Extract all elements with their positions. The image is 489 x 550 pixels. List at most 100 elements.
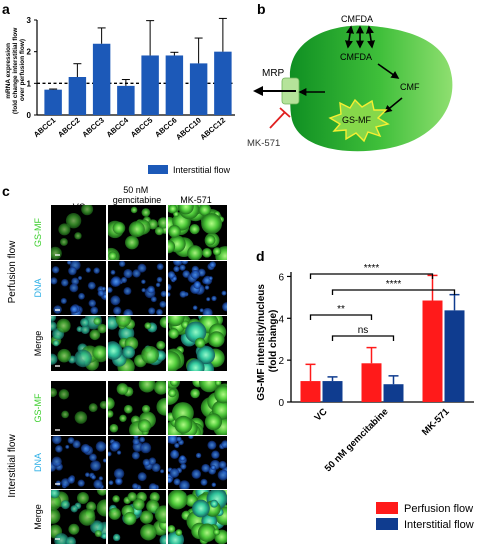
panel-d-chart: GS-MF intensity/nucleus (fold change) 0 2… bbox=[256, 263, 474, 531]
micrograph-cell bbox=[149, 492, 160, 503]
panel-d-significance: ** ns **** **** bbox=[309, 263, 456, 341]
panel-a-legend-swatch bbox=[148, 165, 168, 174]
gsmf-starburst bbox=[328, 98, 390, 143]
micrograph-tile bbox=[108, 436, 166, 489]
micrograph-cell bbox=[65, 536, 77, 544]
micrograph-cell bbox=[57, 348, 72, 363]
micrograph-cell bbox=[51, 508, 61, 524]
panel-c-grid bbox=[51, 205, 227, 544]
micrograph-cell bbox=[108, 251, 118, 260]
micrograph-cell bbox=[131, 451, 140, 460]
micrograph-cell bbox=[141, 404, 151, 414]
micrograph-cell bbox=[137, 263, 147, 273]
micrograph-cell bbox=[137, 419, 152, 433]
micrograph-cell bbox=[185, 321, 207, 343]
micrograph-tile bbox=[168, 436, 227, 489]
micrograph-cell bbox=[128, 221, 145, 238]
micrograph-cell bbox=[51, 387, 58, 398]
panel-d-xtick-label: MK-571 bbox=[420, 406, 452, 438]
micrograph-cell bbox=[211, 482, 217, 488]
micrograph-cell bbox=[168, 271, 176, 279]
micrograph-cell bbox=[74, 232, 82, 240]
micrograph-cell bbox=[179, 290, 187, 298]
cmf-label: CMF bbox=[400, 82, 420, 92]
micrograph-cell bbox=[196, 345, 216, 365]
micrograph-cell bbox=[70, 505, 78, 513]
micrograph-cell bbox=[148, 483, 158, 489]
micrograph-tile bbox=[51, 261, 106, 315]
micrograph-cell bbox=[168, 316, 185, 327]
micrograph-cell bbox=[204, 413, 223, 431]
micrograph-cell bbox=[151, 463, 161, 473]
micrograph-cell bbox=[202, 247, 212, 258]
micrograph-cell bbox=[168, 224, 181, 238]
micrograph-cell bbox=[156, 397, 166, 416]
micrograph-cell bbox=[108, 507, 121, 520]
micrograph-cell bbox=[208, 331, 225, 348]
panel-a-xtick-label: ABCC1 bbox=[32, 116, 58, 140]
micrograph-cell bbox=[202, 307, 213, 315]
micrograph-cell bbox=[139, 436, 146, 443]
micrograph-cell bbox=[51, 277, 58, 285]
col-header-gem-line2: gemcitabine bbox=[113, 195, 162, 205]
micrograph-cell bbox=[80, 318, 90, 328]
panel-a-legend-text: Interstitial flow bbox=[173, 165, 231, 175]
cmf-to-gsmf-arrow bbox=[383, 97, 403, 114]
sig-vc-gem-perfusion-bracket bbox=[309, 314, 373, 320]
panel-d-ylabel-line2: (fold change) bbox=[268, 310, 279, 373]
panel-d-xtick-label: VC bbox=[313, 406, 330, 423]
micrograph-cell bbox=[168, 436, 178, 445]
row-label-gsmf: GS-MF bbox=[33, 393, 43, 422]
panel-a-ytick-label: 0 bbox=[27, 111, 32, 120]
panel-a-bar bbox=[165, 55, 184, 115]
micrograph-cell bbox=[154, 505, 166, 524]
micrograph-cell bbox=[200, 478, 208, 486]
panel-d-bar bbox=[300, 381, 321, 402]
micrograph-cell bbox=[116, 383, 129, 395]
micrograph-cell bbox=[155, 282, 161, 288]
micrograph-cells bbox=[108, 261, 166, 315]
panel-c-label: c bbox=[2, 183, 10, 199]
panel-a-bar bbox=[117, 85, 135, 115]
micrograph-cell bbox=[193, 281, 202, 289]
micrograph-cell bbox=[141, 208, 151, 217]
micrograph-cell bbox=[108, 410, 114, 418]
micrograph-cell bbox=[206, 297, 211, 302]
micrograph-cell bbox=[186, 358, 205, 371]
panel-d-legend-interstitial: Interstitial flow bbox=[404, 519, 474, 531]
micrograph-cells bbox=[168, 261, 227, 315]
micrograph-cell bbox=[144, 322, 152, 330]
micrograph-cell bbox=[142, 458, 151, 467]
micrograph-cell bbox=[101, 286, 106, 291]
micrograph-cell bbox=[157, 217, 166, 229]
micrograph-cells bbox=[168, 316, 227, 371]
micrograph-tile bbox=[168, 261, 227, 315]
micrograph-cell bbox=[74, 349, 92, 368]
micrograph-cell bbox=[96, 499, 106, 517]
micrograph-cell bbox=[139, 510, 154, 524]
micrograph-cell bbox=[192, 499, 210, 518]
micrograph-cell bbox=[74, 411, 88, 424]
micrograph-cell bbox=[114, 477, 123, 486]
micrograph-cell bbox=[94, 530, 102, 538]
mk571-inhibitor bbox=[269, 107, 291, 129]
micrograph-cell bbox=[93, 317, 102, 325]
micrograph-cell bbox=[110, 276, 122, 287]
micrograph-cell bbox=[71, 277, 80, 286]
micrograph-cell bbox=[160, 469, 165, 474]
micrograph-cell bbox=[168, 239, 176, 254]
micrograph-cell bbox=[108, 287, 113, 293]
micrograph-cell bbox=[140, 524, 157, 541]
panel-c-micrographs: VC 50 nM gemcitabine MK-571 Perfusion fl… bbox=[7, 185, 227, 544]
micrograph-cell bbox=[102, 458, 106, 463]
mk571-label: MK-571 bbox=[247, 138, 280, 149]
micrograph-cell bbox=[59, 238, 68, 246]
panel-d-ytick-label: 4 bbox=[278, 314, 284, 325]
micrograph-cell bbox=[123, 308, 133, 315]
panel-a-bar bbox=[141, 55, 159, 115]
micrograph-cells bbox=[168, 381, 227, 435]
micrograph-cell bbox=[123, 287, 132, 296]
micrograph-tile bbox=[108, 381, 166, 435]
